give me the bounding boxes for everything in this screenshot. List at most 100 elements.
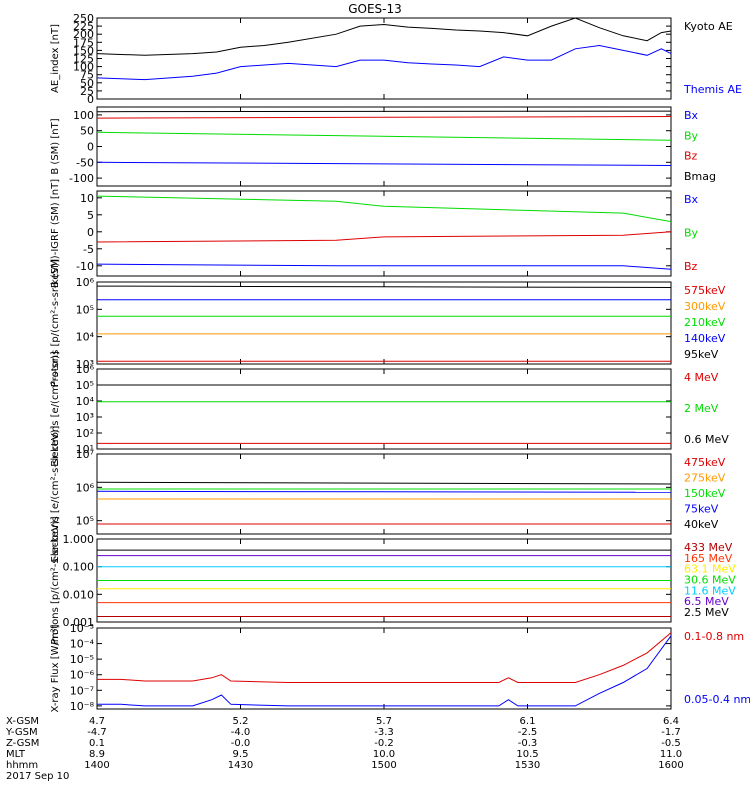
legend-entry: 2.5 MeV (684, 606, 729, 619)
legend-entry: 40keV (684, 518, 719, 531)
y-axis-label: B (SM)-IGRF (SM) [nT] (50, 179, 61, 288)
x-row-label: Y-GSM (5, 727, 38, 738)
x-tick-label: -1.7 (661, 727, 681, 738)
y-tick-label: 50 (80, 77, 94, 90)
y-tick-label: 0 (87, 226, 94, 239)
legend-entry: Kyoto AE (684, 20, 733, 33)
legend-entry: 0.1-0.8 nm (684, 630, 744, 643)
y-tick-label: -100 (69, 172, 94, 185)
x-tick-label: 8.9 (89, 749, 105, 760)
series-line-95kev (96, 285, 672, 288)
y-tick-label: 10⁴ (76, 395, 95, 408)
legend-entry: 6.5 MeV (684, 595, 729, 608)
y-axis-label: X-ray Flux [W/m²] (50, 624, 61, 712)
x-row-label: 2017 Sep 10 (6, 771, 69, 782)
y-axis-label: AE_index [nT] (50, 24, 61, 93)
y-tick-label: 10³ (76, 358, 94, 371)
series-line-kyoto-ae (96, 17, 672, 56)
y-axis-label: B (SM) [nT] (50, 118, 61, 174)
legend-entry: 63.1 MeV (684, 563, 736, 576)
legend-entry: 30.6 MeV (684, 574, 736, 587)
legend-entry: 140keV (684, 332, 726, 345)
y-tick-label: 10 (80, 192, 94, 205)
y-tick-label: 10² (76, 427, 94, 440)
chart-title: GOES-13 (348, 2, 402, 16)
legend-entry: 0.05-0.4 nm (684, 693, 750, 706)
x-tick-label: -0.0 (231, 738, 251, 749)
legend-entry: 2 MeV (684, 402, 719, 415)
y-tick-label: 125 (73, 53, 94, 66)
x-tick-label: -2.5 (518, 727, 538, 738)
legend-entry: Bmag (684, 170, 716, 183)
x-tick-label: -4.7 (87, 727, 107, 738)
y-tick-label: 100 (73, 109, 94, 122)
y-tick-label: 1.000 (63, 533, 95, 546)
legend-entry: 75keV (684, 503, 719, 516)
y-axis-label: Protons [p/(cm²-s-sr-keV)] (50, 516, 61, 644)
y-tick-label: 0.100 (63, 561, 95, 574)
y-tick-label: 10⁵ (76, 303, 94, 316)
x-row-label: Z-GSM (6, 738, 39, 749)
x-tick-label: -0.2 (374, 738, 394, 749)
y-tick-label: 25 (80, 85, 94, 98)
panel-8: 10⁻⁸ 10⁻⁷ 10⁻⁶ 10⁻⁵ 10⁻⁴ 10⁻³ X-ray Flux [W/m²… (50, 622, 750, 713)
y-tick-label: 5 (87, 209, 94, 222)
x-tick-label: 6.4 (663, 716, 679, 727)
y-tick-label: 10⁻⁵ (70, 653, 94, 666)
legend-entry: Bz (684, 150, 698, 163)
x-tick-label: 10.0 (373, 749, 395, 760)
panel-frame (96, 281, 672, 365)
series-line-bx (96, 161, 672, 166)
y-tick-label: 200 (73, 28, 94, 41)
series-line-40kev (96, 481, 672, 485)
legend-entry: 165 MeV (684, 552, 733, 565)
y-tick-label: 150 (73, 44, 94, 57)
y-tick-label: 10⁻⁴ (70, 638, 95, 651)
series-line-0-1-0-8-nm (97, 632, 672, 683)
y-tick-label: 0.010 (63, 588, 95, 601)
legend-entry: Bz (684, 260, 698, 273)
panel-frame (96, 627, 672, 710)
y-axis-label: Electrons [e/(cm²-s-sr-keV)] (50, 425, 61, 562)
legend-entry: 210keV (684, 316, 726, 329)
x-tick-label: 11.0 (660, 749, 682, 760)
series-line-bmag (96, 110, 672, 113)
y-tick-label: 10⁻³ (70, 622, 94, 635)
x-tick-label: 1430 (228, 760, 253, 771)
y-tick-label: 10⁵ (76, 379, 94, 392)
legend-entry: Bx (684, 109, 699, 122)
legend-entry: Bx (684, 193, 699, 206)
y-tick-label: 100 (73, 61, 94, 74)
y-tick-label: 175 (73, 36, 94, 49)
y-tick-label: -10 (76, 260, 94, 273)
y-tick-label: 10⁷ (76, 448, 94, 461)
x-tick-label: 1530 (515, 760, 540, 771)
x-tick-label: 1400 (84, 760, 109, 771)
x-tick-label: 1500 (371, 760, 396, 771)
legend-entry: 11.6 MeV (684, 584, 736, 597)
legend-entry: Themis AE (683, 83, 742, 96)
series-line-by (96, 195, 672, 223)
y-tick-label: -50 (76, 156, 94, 169)
y-tick-label: 10⁴ (76, 331, 95, 344)
x-tick-label: -4.0 (231, 727, 251, 738)
x-tick-label: 10.5 (516, 749, 538, 760)
y-tick-label: 10⁵ (76, 515, 94, 528)
series-line-bx (96, 263, 672, 270)
x-tick-label: 1600 (658, 760, 683, 771)
y-tick-label: 75 (80, 69, 94, 82)
y-axis-label: Electrons [e/(cm²-s-sr)] (50, 351, 61, 467)
panel-frame (96, 368, 672, 450)
y-tick-label: 10⁶ (76, 481, 95, 494)
y-tick-label: 0 (87, 141, 94, 154)
x-tick-label: 6.1 (520, 716, 536, 727)
legend-entry: By (684, 129, 699, 142)
x-tick-label: -0.3 (518, 738, 538, 749)
y-tick-label: 225 (73, 20, 94, 33)
legend-entry: 300keV (684, 300, 726, 313)
y-tick-label: 250 (73, 12, 94, 25)
series-line-bz (96, 116, 672, 119)
panel-4: 10³ 10⁴ 10⁵ 10⁶ Protons [p/(cm²-s-sr-keV)] 57… (50, 259, 726, 387)
legend-entry: 95keV (684, 348, 719, 361)
